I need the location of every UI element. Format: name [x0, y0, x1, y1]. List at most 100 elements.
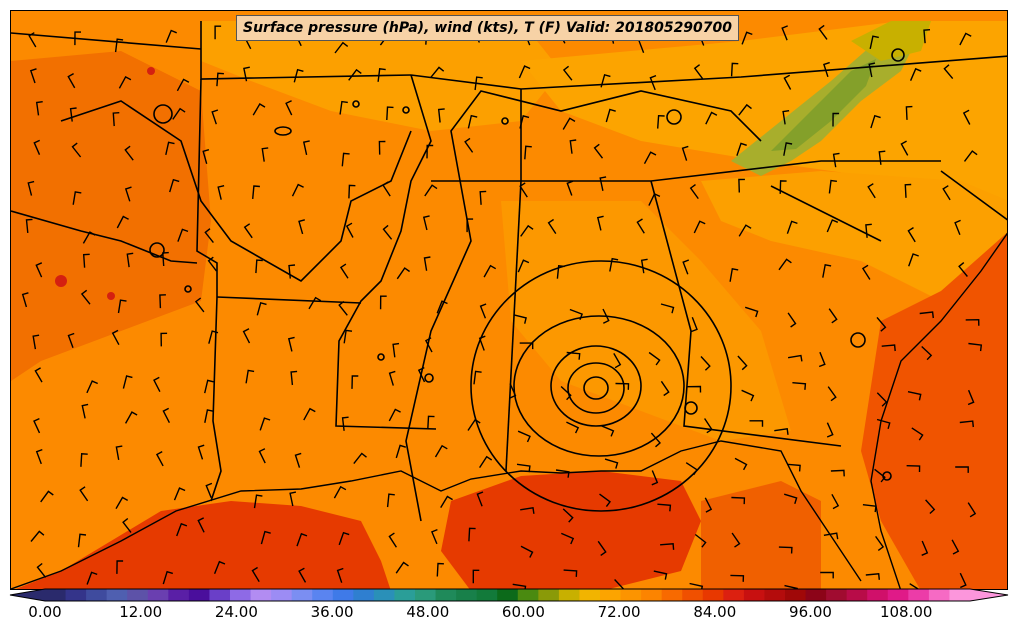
wind-barb	[479, 303, 487, 319]
wind-barb	[599, 493, 611, 508]
wind-barb	[881, 344, 896, 352]
wind-barb	[32, 334, 40, 350]
wind-barb	[202, 149, 210, 164]
wind-barb	[467, 114, 478, 129]
wind-barb	[115, 496, 129, 510]
wind-barb	[82, 231, 96, 244]
wind-barb	[338, 531, 350, 546]
wind-barbs	[21, 24, 983, 589]
wind-barb	[436, 300, 448, 314]
wind-barb	[954, 219, 961, 235]
wind-barb	[177, 228, 189, 242]
wind-barb	[440, 495, 453, 508]
wind-barb	[71, 142, 82, 158]
wind-barb	[336, 567, 344, 583]
wind-barb	[386, 106, 394, 121]
wind-barb	[555, 469, 570, 478]
wind-barb	[900, 140, 909, 156]
wind-barb	[778, 258, 792, 271]
wind-barb	[943, 64, 954, 80]
wind-barb	[25, 218, 33, 233]
wind-barb	[392, 342, 400, 358]
wind-barb	[343, 329, 353, 344]
colorbar-cell	[702, 589, 724, 601]
wind-barb	[566, 351, 581, 360]
wind-barb	[298, 219, 305, 235]
wind-barb	[72, 191, 82, 205]
colorbar-cell	[764, 589, 786, 601]
wind-barb	[643, 151, 657, 165]
wind-barb	[942, 185, 951, 201]
colorbar-cell	[373, 589, 396, 601]
wind-barb	[704, 497, 713, 513]
wind-barb	[729, 267, 739, 282]
wind-barb	[691, 317, 698, 333]
wind-barb	[968, 342, 983, 352]
wind-barb	[427, 415, 435, 430]
wind-barb	[417, 366, 426, 383]
wind-barb	[566, 421, 580, 434]
wind-barb	[868, 62, 876, 78]
wind-barb	[378, 140, 386, 155]
map-canvas	[11, 11, 1007, 589]
wind-barb	[303, 407, 316, 421]
wind-barb	[27, 180, 35, 196]
colorbar-cell	[415, 589, 437, 601]
colorbar-tick-label: 0.00	[28, 603, 62, 621]
wind-barb	[252, 103, 266, 116]
colorbar-cell	[45, 589, 67, 601]
wind-barb	[80, 453, 88, 467]
wind-barb	[35, 262, 43, 278]
colorbar-cell	[209, 589, 231, 601]
wind-barb	[787, 312, 797, 328]
temperature-hotspot	[55, 275, 67, 287]
wind-barb	[216, 72, 224, 87]
wind-barb	[217, 185, 225, 200]
wind-barb	[258, 448, 266, 464]
wind-barb	[955, 466, 969, 473]
colorbar-cell	[168, 589, 190, 601]
wind-barb	[781, 25, 788, 41]
colorbar-cell	[785, 589, 807, 601]
wind-barb	[778, 546, 793, 554]
wind-barb	[214, 25, 222, 40]
temperature-field-mountains-peak	[771, 59, 876, 151]
colorbar-tick-label: 12.00	[119, 603, 163, 621]
colorbar-cell	[291, 589, 313, 601]
wind-barb	[519, 115, 530, 129]
wind-barb	[69, 107, 77, 122]
wind-barb	[353, 452, 367, 465]
wind-barb	[111, 329, 120, 346]
colorbar-cell	[723, 589, 745, 601]
wind-barb	[252, 185, 260, 199]
wind-barb	[243, 66, 250, 82]
wind-barb	[787, 463, 801, 472]
wind-barb	[67, 332, 75, 349]
wind-barb	[122, 375, 133, 389]
wind-barb	[689, 582, 704, 589]
wind-barb	[259, 417, 271, 431]
wind-barb	[700, 356, 711, 371]
wind-barb	[211, 109, 219, 125]
wind-barb	[783, 493, 798, 505]
colorbar-tick-label: 108.00	[879, 603, 933, 621]
wind-barb	[294, 452, 302, 468]
wind-barb	[704, 418, 713, 434]
temperature-field-cooler-southeast	[701, 171, 1007, 321]
isobars	[60, 48, 905, 522]
wind-barb	[430, 66, 445, 78]
wind-barb	[298, 567, 307, 583]
wind-barb	[290, 370, 298, 386]
weather-map	[10, 10, 1008, 590]
wind-barb	[600, 73, 611, 88]
wind-barb	[660, 543, 675, 550]
wind-barb	[520, 224, 534, 237]
colorbar-cell	[641, 589, 663, 601]
wind-barb	[207, 256, 218, 272]
colorbar-cell	[600, 589, 622, 601]
wind-barb	[162, 570, 174, 585]
wind-barb	[783, 142, 793, 156]
colorbar-cell	[188, 589, 211, 601]
wind-barb	[287, 336, 295, 352]
wind-barb	[736, 142, 747, 156]
